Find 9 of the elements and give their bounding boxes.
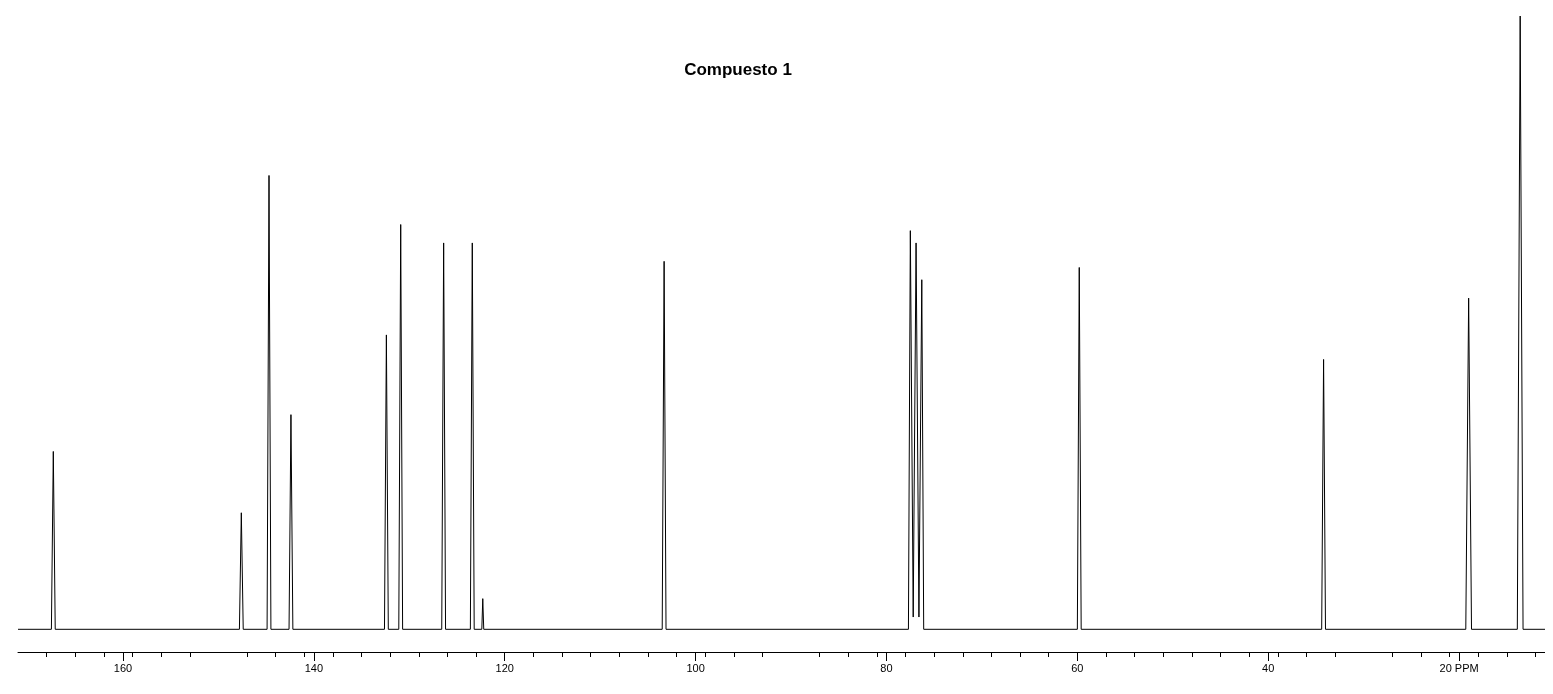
x-tick-label: 140 [304, 661, 324, 674]
x-tick-label: 160 [113, 661, 133, 674]
x-tick-label: 100 [686, 661, 705, 674]
x-tick-label: 60 [1071, 661, 1084, 674]
x-tick-label: 80 [880, 661, 893, 674]
x-tick-label: 120 [495, 661, 514, 674]
x-tick-label: 40 [1262, 661, 1275, 674]
x-tick-label: 20 PPM [1439, 661, 1479, 674]
text: Compuesto 1 [684, 60, 792, 79]
